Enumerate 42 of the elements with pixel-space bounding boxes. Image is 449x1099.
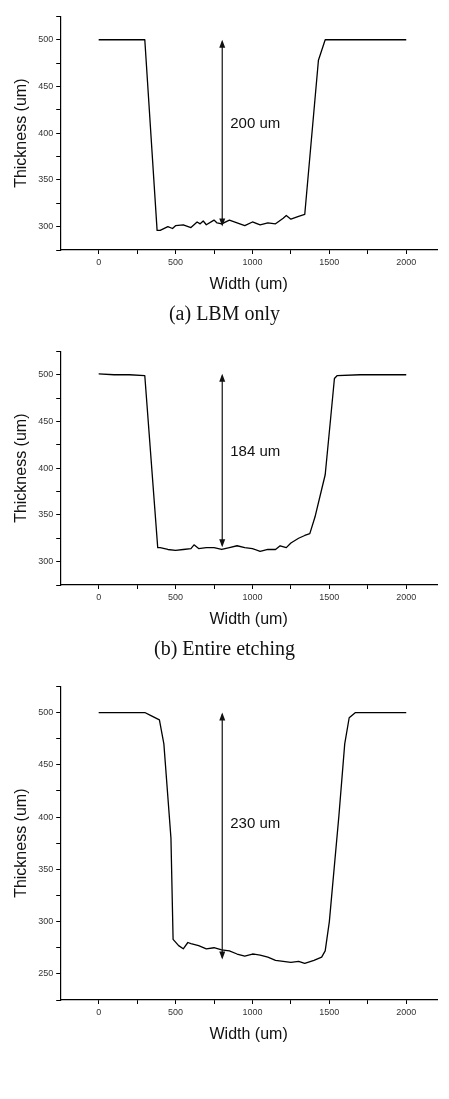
text: (b) Entire etching [152,637,297,660]
y-axis-title: Thickness (um) [12,788,30,898]
x-tick-label: 0 [96,1006,102,1017]
y-tick-label: 400 [38,462,54,473]
x-tick-label: 1000 [242,256,263,267]
x-tick-label: 2000 [396,591,417,602]
x-tick-label: 2000 [396,256,417,267]
y-tick-label: 350 [38,863,54,874]
x-tick-label: 1500 [319,591,340,602]
y-tick-label: 450 [38,759,54,770]
y-tick-label: 500 [38,369,54,380]
x-tick-label: 2000 [396,1006,417,1017]
x-tick-label: 500 [168,256,184,267]
x-tick-label: 1500 [319,256,340,267]
y-tick-label: 300 [38,916,54,927]
text: (a) LBM only [167,302,282,325]
x-axis-title: Width (um) [209,1024,288,1042]
y-tick-label: 500 [38,707,54,718]
x-tick-label: 1500 [319,1006,340,1017]
x-tick-label: 1000 [242,1006,263,1017]
annotation: 184 um [230,442,281,460]
x-axis-title: Width (um) [209,274,288,292]
y-tick-label: 250 [38,968,54,979]
y-tick-label: 300 [38,556,54,567]
y-tick-label: 350 [38,509,54,520]
x-tick-label: 500 [168,591,184,602]
x-tick-label: 1000 [242,591,263,602]
y-tick-label: 500 [38,34,54,45]
annotation: 230 um [230,813,281,831]
y-axis-title: Thickness (um) [12,413,30,523]
y-axis-title: Thickness (um) [12,78,30,188]
x-tick-label: 500 [168,1006,184,1017]
y-tick-label: 450 [38,415,54,426]
x-tick-label: 0 [96,591,102,602]
y-tick-label: 350 [38,174,54,185]
y-tick-label: 400 [38,811,54,822]
y-tick-label: 400 [38,127,54,138]
annotation: 200 um [230,113,281,131]
y-tick-label: 300 [38,221,54,232]
x-axis-title: Width (um) [209,609,288,627]
x-tick-label: 0 [96,256,102,267]
y-tick-label: 450 [38,80,54,91]
